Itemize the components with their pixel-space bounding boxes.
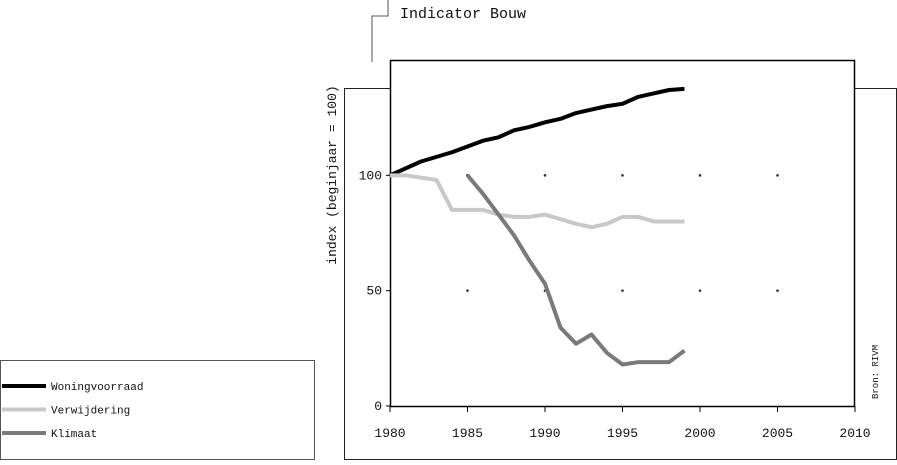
grid-dot <box>698 289 702 292</box>
legend-label: Woningvoorraad <box>51 382 143 394</box>
series-line <box>465 174 686 367</box>
x-tick-label: 1985 <box>452 426 483 441</box>
x-tick-label: 1990 <box>529 426 560 441</box>
x-tick-label: 1980 <box>374 426 405 441</box>
y-tick-label: 0 <box>374 399 382 414</box>
grid-dot <box>776 174 779 177</box>
x-tick-label: 2005 <box>762 426 793 441</box>
grid-dot <box>621 174 624 177</box>
title-bracket <box>371 0 389 62</box>
grid-dot <box>543 174 547 177</box>
chart-title: Indicator Bouw <box>400 6 526 23</box>
y-tick-label: 100 <box>359 168 382 183</box>
legend-label: Verwijdering <box>51 406 130 418</box>
grid-dot <box>776 289 779 292</box>
y-axis-label: index (beginjaar = 100) <box>325 85 340 264</box>
legend-label: Klimaat <box>51 429 97 441</box>
plot-frame <box>389 59 856 408</box>
grid-dot <box>698 174 702 177</box>
x-tick-label: 2000 <box>684 426 715 441</box>
x-tick-label: 2010 <box>839 426 870 441</box>
series-line <box>390 173 685 230</box>
y-tick-label: 50 <box>366 284 382 299</box>
grid-dot <box>466 289 469 292</box>
source-note: Bron: RIVM <box>871 345 881 399</box>
x-tick-label: 1995 <box>607 426 638 441</box>
grid-dot <box>621 289 624 292</box>
series-line <box>389 86 685 178</box>
legend-box <box>0 360 315 460</box>
